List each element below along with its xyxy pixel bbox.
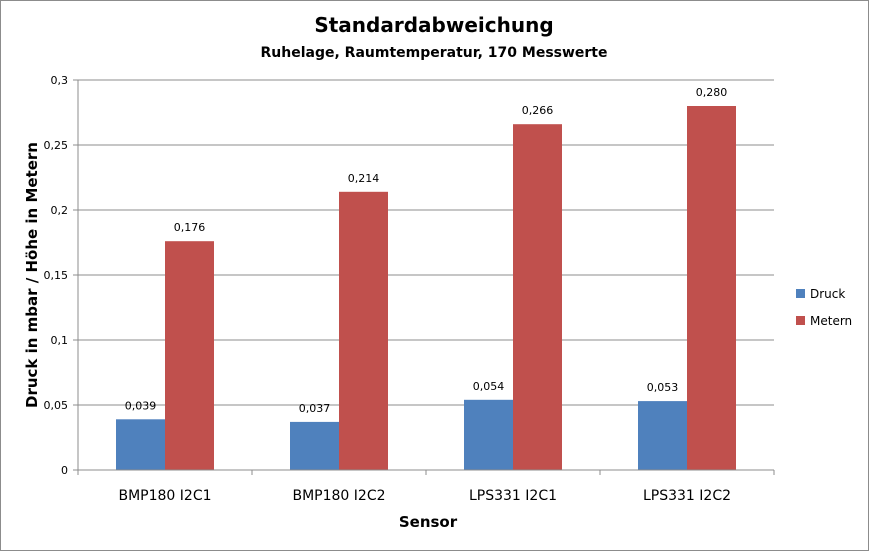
legend-swatch-metern [796, 316, 805, 325]
legend-label-metern: Metern [810, 314, 852, 328]
y-tick-label: 0,3 [51, 74, 69, 87]
bar-druck [464, 399, 513, 470]
data-label: 0,280 [696, 86, 728, 99]
legend-label-druck: Druck [810, 287, 845, 301]
data-label: 0,037 [299, 402, 331, 415]
legend-swatch-druck [796, 289, 805, 298]
bar-metern [339, 191, 388, 471]
bars [116, 106, 736, 471]
bar-metern [165, 241, 214, 470]
data-label: 0,039 [125, 399, 157, 412]
y-tick-label: 0 [61, 464, 68, 477]
x-category-label: BMP180 I2C1 [118, 488, 211, 504]
y-tick-label: 0,1 [51, 334, 69, 347]
labels: 0 0,05 0,1 0,15 0,2 0,25 0,3 0,039 0,176 BMP180 I… [44, 74, 732, 504]
bar-metern [513, 124, 562, 470]
data-label: 0,214 [348, 172, 380, 185]
legend: Druck Metern [796, 287, 852, 328]
data-label: 0,054 [473, 380, 505, 393]
axes [73, 79, 775, 475]
y-tick-label: 0,25 [44, 139, 69, 152]
data-label: 0,266 [522, 104, 554, 117]
y-tick-label: 0,05 [44, 399, 69, 412]
x-category-label: BMP180 I2C2 [292, 488, 385, 504]
data-label: 0,176 [174, 221, 206, 234]
y-axis-title: Druck in mbar / Höhe in Metern [23, 142, 41, 408]
bar-druck [290, 421, 339, 470]
bar-druck [638, 401, 687, 470]
y-tick-label: 0,15 [44, 269, 69, 282]
chart-title: Standardabweichung [314, 13, 553, 37]
x-category-label: LPS331 I2C2 [643, 488, 731, 504]
y-tick-label: 0,2 [51, 204, 69, 217]
bar-metern [687, 106, 736, 470]
data-label: 0,053 [647, 381, 679, 394]
bar-druck [116, 419, 165, 470]
x-axis-title: Sensor [399, 513, 458, 531]
chart-subtitle: Ruhelage, Raumtemperatur, 170 Messwerte [261, 45, 608, 61]
x-category-label: LPS331 I2C1 [469, 488, 557, 504]
